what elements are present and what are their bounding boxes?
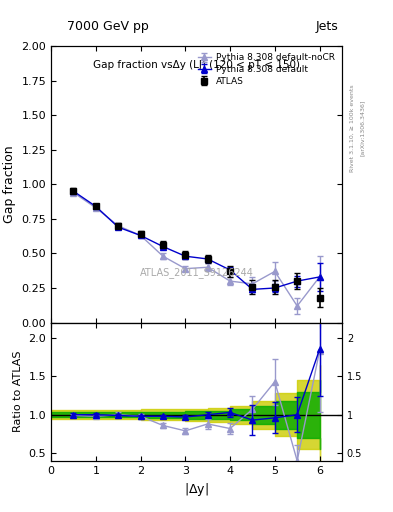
Text: Jets: Jets (315, 20, 338, 33)
X-axis label: |$\Delta$y|: |$\Delta$y| (184, 481, 209, 498)
Y-axis label: Ratio to ATLAS: Ratio to ATLAS (13, 351, 23, 433)
Legend: Pythia 8.308 default-noCR, Pythia 8.308 default, ATLAS: Pythia 8.308 default-noCR, Pythia 8.308 … (195, 51, 338, 89)
Text: Rivet 3.1.10, ≥ 100k events: Rivet 3.1.10, ≥ 100k events (350, 84, 355, 172)
Text: Gap fraction vsΔy (LJ) (120 < pT < 150): Gap fraction vsΔy (LJ) (120 < pT < 150) (93, 60, 300, 70)
Text: [arXiv:1306.3436]: [arXiv:1306.3436] (360, 100, 365, 156)
Text: 7000 GeV pp: 7000 GeV pp (67, 20, 149, 33)
Y-axis label: Gap fraction: Gap fraction (3, 145, 16, 223)
Text: ATLAS_2011_S9126244: ATLAS_2011_S9126244 (140, 267, 253, 278)
